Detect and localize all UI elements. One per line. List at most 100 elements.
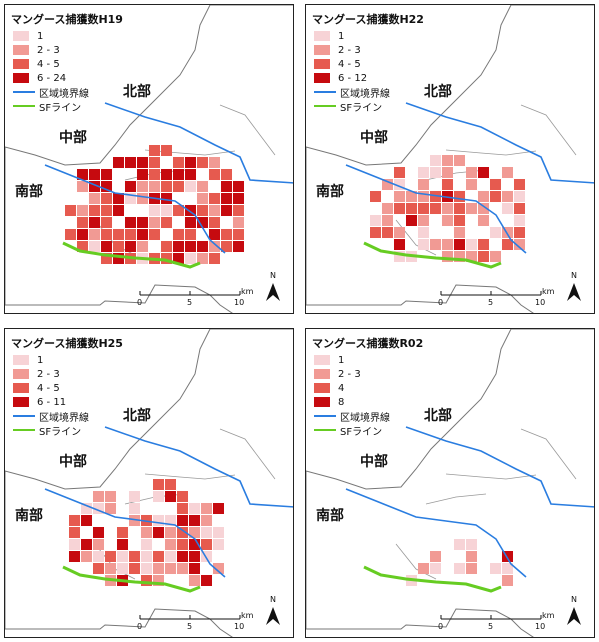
- scale-unit-label: km: [241, 287, 254, 296]
- capture-cell: [430, 239, 441, 250]
- capture-cell: [221, 229, 232, 240]
- scale-unit-label: km: [542, 611, 555, 620]
- legend-item: SFライン: [314, 99, 390, 114]
- region-label-south: 南部: [15, 508, 43, 524]
- capture-cell: [454, 227, 465, 238]
- capture-cell: [149, 181, 160, 192]
- capture-cell: [382, 215, 393, 226]
- capture-cell: [77, 217, 88, 228]
- north-label: N: [571, 595, 577, 604]
- capture-cell: [185, 205, 196, 216]
- capture-cell: [418, 563, 429, 574]
- north-arrow-icon: [567, 607, 581, 625]
- capture-cell: [454, 239, 465, 250]
- capture-cell: [161, 193, 172, 204]
- legend-item: SFライン: [314, 423, 390, 438]
- capture-cell: [185, 217, 196, 228]
- capture-cell: [101, 169, 112, 180]
- capture-cell: [370, 215, 381, 226]
- legend-label: 1: [338, 30, 345, 42]
- legend-item: 4 - 5: [314, 57, 390, 71]
- capture-cell: [430, 155, 441, 166]
- scale-tick-label: 5: [187, 622, 193, 631]
- capture-cell: [177, 527, 188, 538]
- capture-cell: [442, 179, 453, 190]
- capture-cell: [514, 239, 525, 250]
- capture-cell: [197, 205, 208, 216]
- capture-cell: [125, 229, 136, 240]
- capture-cell: [209, 193, 220, 204]
- capture-cell: [141, 527, 152, 538]
- capture-cell: [125, 241, 136, 252]
- sf-line: [62, 241, 201, 269]
- capture-cell: [137, 193, 148, 204]
- region-label-north: 北部: [424, 408, 452, 424]
- capture-cell: [153, 527, 164, 538]
- capture-cell: [153, 551, 164, 562]
- legend-label: SFライン: [340, 426, 383, 438]
- region-label-north: 北部: [123, 408, 151, 424]
- capture-cell: [117, 527, 128, 538]
- capture-cell: [221, 193, 232, 204]
- legend-swatch: [314, 59, 330, 69]
- legend-item: 1: [13, 353, 89, 367]
- region-label-south: 南部: [316, 184, 344, 200]
- legend-label: 区域境界線: [340, 412, 390, 424]
- capture-cell: [382, 179, 393, 190]
- legend-item: 1: [314, 29, 390, 43]
- legend-swatch: [314, 355, 330, 365]
- legend-item: 2 - 3: [314, 43, 390, 57]
- capture-cell: [125, 181, 136, 192]
- panel-title: マングース捕獲数H22: [312, 13, 424, 26]
- capture-cell: [418, 239, 429, 250]
- capture-cell: [161, 217, 172, 228]
- capture-cell: [233, 241, 244, 252]
- capture-cell: [466, 179, 477, 190]
- capture-cell: [406, 191, 417, 202]
- scale-tick-label: 10: [234, 298, 245, 307]
- capture-cell: [430, 551, 441, 562]
- capture-cell: [382, 227, 393, 238]
- capture-cell: [502, 203, 513, 214]
- capture-cell: [113, 229, 124, 240]
- capture-cell: [153, 491, 164, 502]
- panel-title: マングース捕獲数H25: [11, 337, 123, 350]
- capture-cell: [466, 203, 477, 214]
- capture-cell: [201, 539, 212, 550]
- map-canvas: [5, 329, 293, 637]
- north-label: N: [270, 595, 276, 604]
- capture-cell: [201, 551, 212, 562]
- capture-cell: [185, 229, 196, 240]
- capture-cell: [430, 191, 441, 202]
- capture-cell: [221, 205, 232, 216]
- capture-cell: [185, 241, 196, 252]
- capture-cell: [149, 145, 160, 156]
- capture-cell: [161, 145, 172, 156]
- capture-cell: [137, 157, 148, 168]
- capture-cell: [490, 251, 501, 262]
- legend-item: 2 - 3: [13, 367, 89, 381]
- capture-cell: [418, 167, 429, 178]
- legend-line-swatch: [314, 415, 336, 417]
- capture-cell: [117, 551, 128, 562]
- capture-cell: [113, 253, 124, 264]
- capture-cell: [93, 563, 104, 574]
- capture-cell: [454, 539, 465, 550]
- legend-item: 1: [314, 353, 390, 367]
- capture-cell: [101, 181, 112, 192]
- capture-cell: [201, 575, 212, 586]
- capture-cell: [93, 527, 104, 538]
- district-boundary-north: [405, 102, 594, 184]
- legend-swatch: [314, 31, 330, 41]
- region-label-south: 南部: [15, 184, 43, 200]
- capture-cell: [101, 217, 112, 228]
- capture-cell: [65, 205, 76, 216]
- scale-tick-label: 10: [234, 622, 245, 631]
- capture-cell: [514, 227, 525, 238]
- capture-cell: [89, 181, 100, 192]
- capture-cell: [81, 551, 92, 562]
- legend-label: 1: [37, 30, 44, 42]
- capture-cell: [394, 227, 405, 238]
- capture-cell: [177, 491, 188, 502]
- capture-cell: [454, 563, 465, 574]
